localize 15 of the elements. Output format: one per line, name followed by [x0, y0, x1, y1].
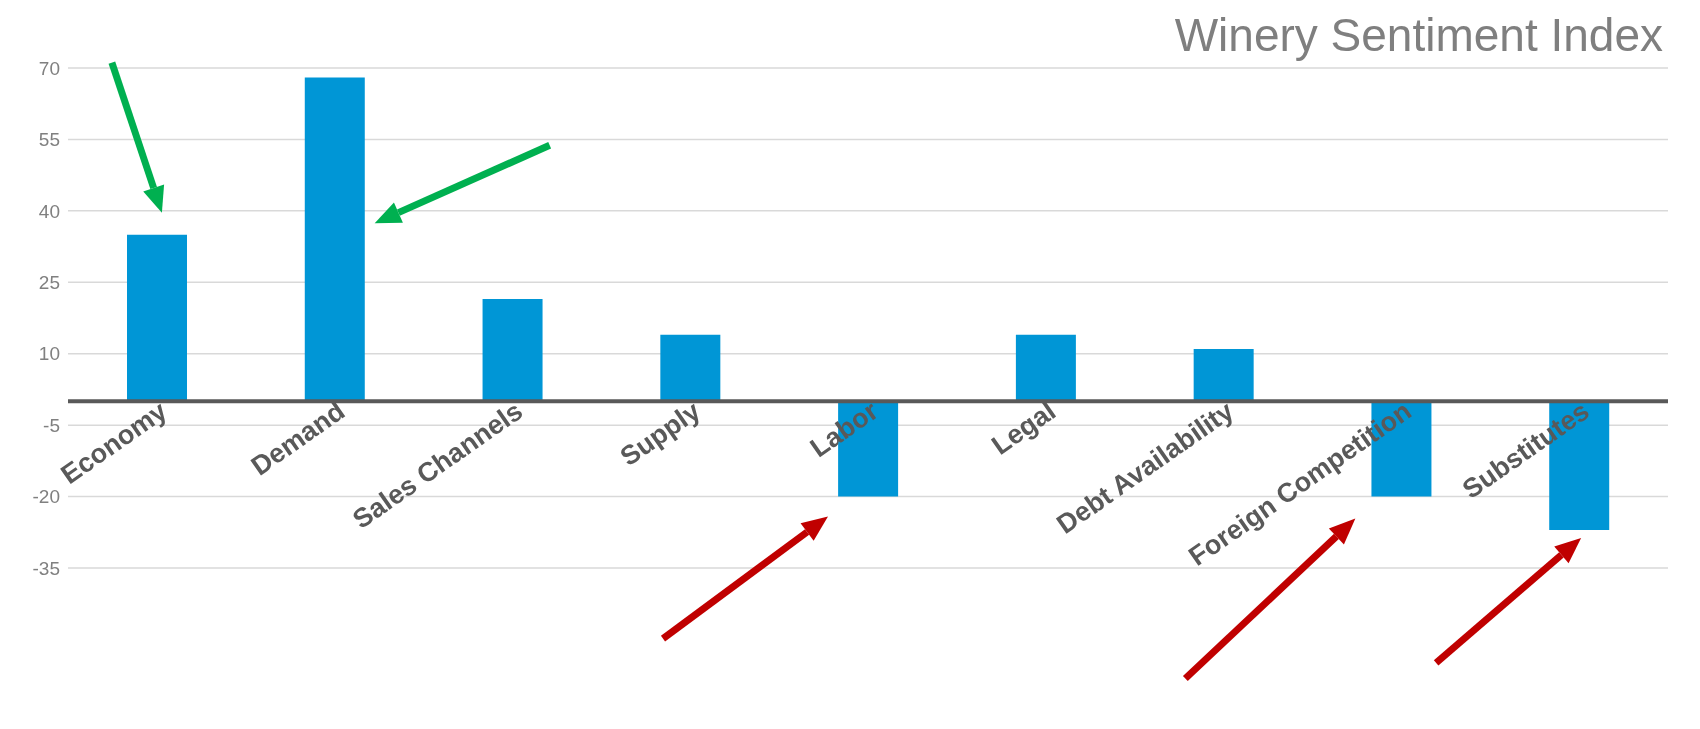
y-tick-label: 25 — [38, 272, 60, 294]
chart-title: Winery Sentiment Index — [1174, 8, 1663, 62]
bar — [482, 298, 543, 402]
y-tick-label: 40 — [38, 200, 60, 222]
bar — [1193, 348, 1254, 402]
y-tick-label: 70 — [38, 57, 60, 79]
bar — [1015, 334, 1076, 402]
y-tick-label: -5 — [43, 414, 60, 436]
bar — [660, 334, 721, 402]
bar — [304, 77, 365, 402]
y-tick-label: -35 — [32, 557, 60, 579]
y-tick-label: -20 — [32, 486, 60, 508]
y-tick-label: 10 — [38, 343, 60, 365]
bar — [127, 234, 187, 402]
y-tick-label: 55 — [38, 129, 60, 151]
